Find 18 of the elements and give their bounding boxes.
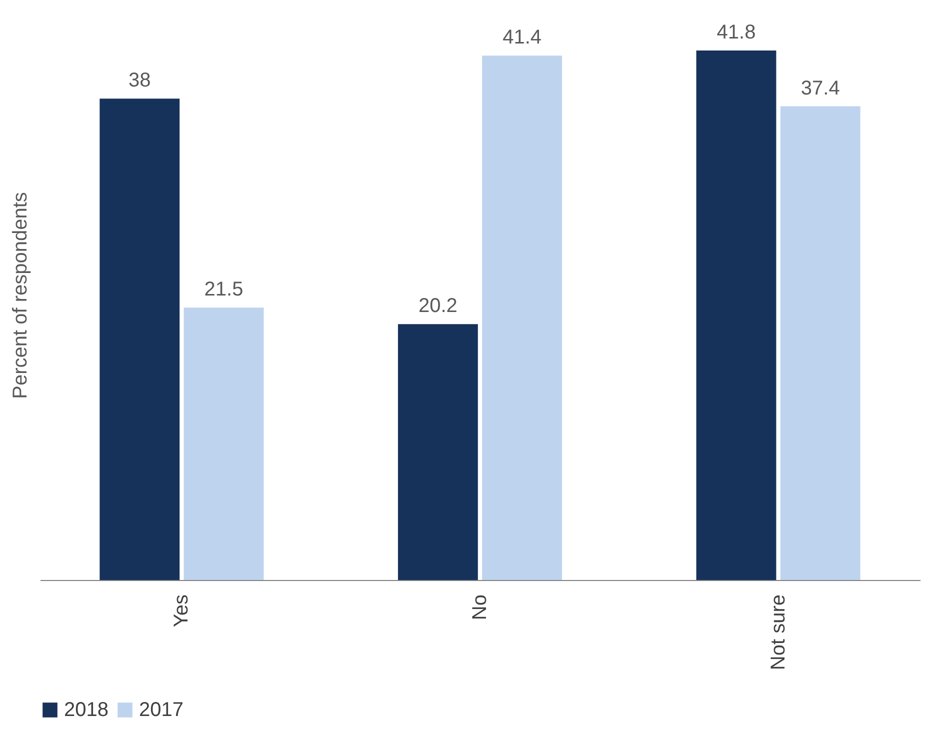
- legend-label: 2017: [139, 699, 184, 721]
- bar: [482, 56, 562, 580]
- x-tick-label: No: [469, 594, 491, 620]
- bar: [780, 106, 860, 580]
- bar: [184, 308, 264, 580]
- data-label: 37.4: [800, 77, 840, 100]
- data-label: 20.2: [418, 295, 458, 318]
- data-label: 21.5: [204, 278, 244, 301]
- bar: [100, 98, 180, 580]
- bar: [398, 324, 478, 580]
- legend-label: 2018: [64, 699, 108, 721]
- data-label: 41.8: [716, 22, 756, 44]
- x-tick-label: Yes: [170, 594, 193, 628]
- bar: [696, 50, 776, 580]
- y-axis-title: Percent of respondents: [10, 192, 32, 399]
- data-label: 41.4: [502, 26, 542, 49]
- data-label: 38: [128, 70, 151, 92]
- x-tick-label: Not sure: [767, 594, 790, 670]
